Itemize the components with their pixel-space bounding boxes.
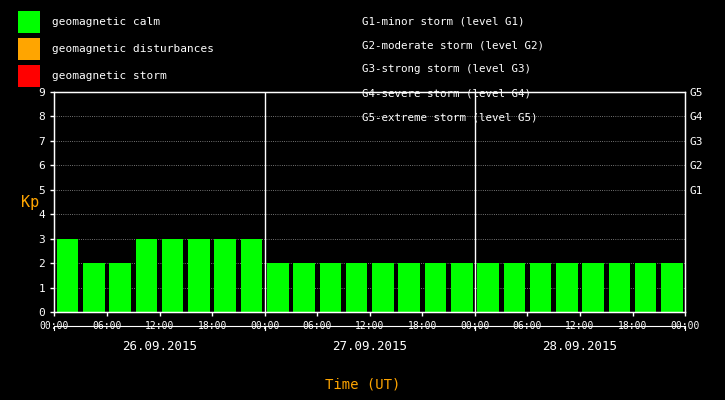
Bar — [267, 263, 289, 312]
Text: G1-minor storm (level G1): G1-minor storm (level G1) — [362, 16, 525, 26]
Text: G4-severe storm (level G4): G4-severe storm (level G4) — [362, 88, 531, 98]
Text: G5-extreme storm (level G5): G5-extreme storm (level G5) — [362, 112, 538, 122]
Bar — [582, 263, 604, 312]
Text: G2-moderate storm (level G2): G2-moderate storm (level G2) — [362, 40, 544, 50]
Bar — [635, 263, 656, 312]
Bar — [661, 263, 683, 312]
Bar — [188, 239, 210, 312]
Bar — [109, 263, 130, 312]
Bar — [609, 263, 630, 312]
Text: 26.09.2015: 26.09.2015 — [122, 340, 197, 352]
Bar — [83, 263, 104, 312]
Text: geomagnetic disturbances: geomagnetic disturbances — [52, 44, 214, 54]
Bar — [530, 263, 551, 312]
Bar — [399, 263, 420, 312]
Bar — [294, 263, 315, 312]
Bar — [241, 239, 262, 312]
Y-axis label: Kp: Kp — [21, 194, 39, 210]
Text: geomagnetic calm: geomagnetic calm — [52, 17, 160, 27]
Text: G3-strong storm (level G3): G3-strong storm (level G3) — [362, 64, 531, 74]
Text: 27.09.2015: 27.09.2015 — [332, 340, 407, 352]
Bar — [556, 263, 578, 312]
Bar — [136, 239, 157, 312]
Bar — [477, 263, 499, 312]
Bar — [346, 263, 368, 312]
Bar — [215, 239, 236, 312]
Bar — [372, 263, 394, 312]
Bar — [504, 263, 525, 312]
Bar — [57, 239, 78, 312]
Text: 28.09.2015: 28.09.2015 — [542, 340, 618, 352]
Bar — [451, 263, 473, 312]
Bar — [162, 239, 183, 312]
Text: Time (UT): Time (UT) — [325, 377, 400, 391]
Text: geomagnetic storm: geomagnetic storm — [52, 70, 167, 80]
Bar — [320, 263, 341, 312]
Bar — [425, 263, 446, 312]
